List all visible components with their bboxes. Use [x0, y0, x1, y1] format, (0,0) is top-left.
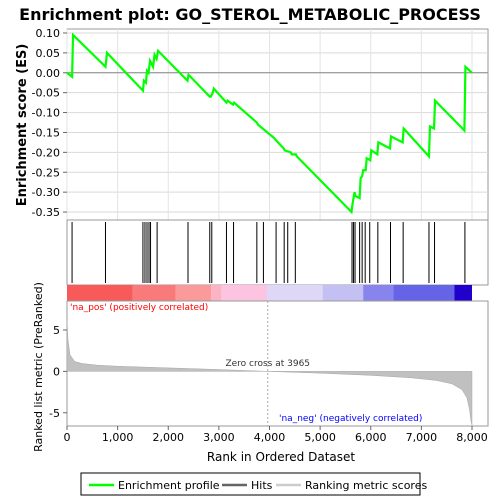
hits-panel-frame	[66, 219, 489, 286]
top-y-tick-label: -0.15	[32, 126, 60, 139]
top-y-tick-label: 0.05	[36, 47, 61, 60]
color-bar-segment	[67, 285, 133, 301]
top-y-tick-label: -0.20	[32, 146, 60, 159]
rank-y-tick-label: -5	[49, 407, 60, 420]
legend-ranking-label: Ranking metric scores	[305, 479, 427, 492]
top-panel-frame	[66, 28, 489, 221]
rank-x-ticks: 0 1,000 2,000 3,000 4,000 5,000 6,000 7,000 8,00…	[64, 426, 488, 444]
x-tick-label: 3,000	[203, 431, 235, 444]
top-y-tick-label: -0.10	[32, 107, 60, 120]
hit-lines	[71, 222, 466, 283]
negative-correlated-label: 'na_neg' (negatively correlated)	[279, 414, 422, 424]
color-bar-segment	[211, 285, 222, 301]
color-bar-segment	[266, 285, 323, 301]
legend: Enrichment profile Hits Ranking metric s…	[80, 472, 427, 496]
color-bar-segment	[322, 285, 364, 301]
top-y-ticks: -0.35 -0.30 -0.25 -0.20 -0.15 -0.10 -0.05 0.00 0…	[32, 27, 67, 219]
x-tick-label: 4,000	[254, 431, 286, 444]
enrichment-score-panel: -0.35 -0.30 -0.25 -0.20 -0.15 -0.10 -0.05 0.00 0…	[15, 27, 489, 221]
rank-y-tick-label: 0	[53, 365, 60, 378]
top-y-axis-label: Enrichment score (ES)	[15, 44, 30, 207]
x-tick-label: 0	[64, 431, 71, 444]
top-y-tick-label: -0.25	[32, 166, 60, 179]
color-bar-segment	[363, 285, 394, 301]
top-y-tick-label: 0.10	[36, 27, 61, 40]
color-bar-segment	[221, 285, 267, 301]
top-y-tick-label: -0.05	[32, 87, 60, 100]
enrichment-profile-line	[66, 32, 473, 215]
x-tick-label: 6,000	[355, 431, 387, 444]
chart-title: Enrichment plot: GO_STEROL_METABOLIC_PRO…	[19, 5, 481, 24]
x-tick-label: 7,000	[406, 431, 438, 444]
rank-y-ticks: -5 0 5	[49, 324, 67, 420]
ranking-metric-area	[66, 320, 473, 426]
rank-y-tick-label: 5	[53, 324, 60, 337]
top-y-tick-label: 0.00	[36, 67, 61, 80]
ranking-color-bar	[67, 285, 472, 301]
legend-hits-label: Hits	[251, 479, 273, 492]
rank-panel-frame	[66, 300, 489, 427]
top-y-tick-label: -0.35	[32, 206, 60, 219]
legend-enrichment-label: Enrichment profile	[118, 479, 220, 492]
x-axis-label: Rank in Ordered Dataset	[207, 450, 355, 464]
x-tick-label: 5,000	[304, 431, 336, 444]
color-bar-segment	[175, 285, 212, 301]
color-bar-segment	[454, 285, 472, 301]
x-tick-label: 1,000	[102, 431, 134, 444]
ranked-list-panel: Zero cross at 3965 'na_pos' (positively …	[32, 282, 489, 464]
color-bar-segment	[393, 285, 455, 301]
zero-cross-label: Zero cross at 3965	[225, 359, 310, 369]
rank-y-axis-label: Ranked list metric (PreRanked)	[32, 282, 45, 452]
top-y-tick-label: -0.30	[32, 186, 60, 199]
positive-correlated-label: 'na_pos' (positively correlated)	[70, 303, 208, 313]
legend-frame	[80, 472, 421, 496]
x-tick-label: 8,000	[456, 431, 488, 444]
color-bar-segment	[132, 285, 176, 301]
x-tick-label: 2,000	[153, 431, 185, 444]
hits-panel	[66, 219, 489, 286]
